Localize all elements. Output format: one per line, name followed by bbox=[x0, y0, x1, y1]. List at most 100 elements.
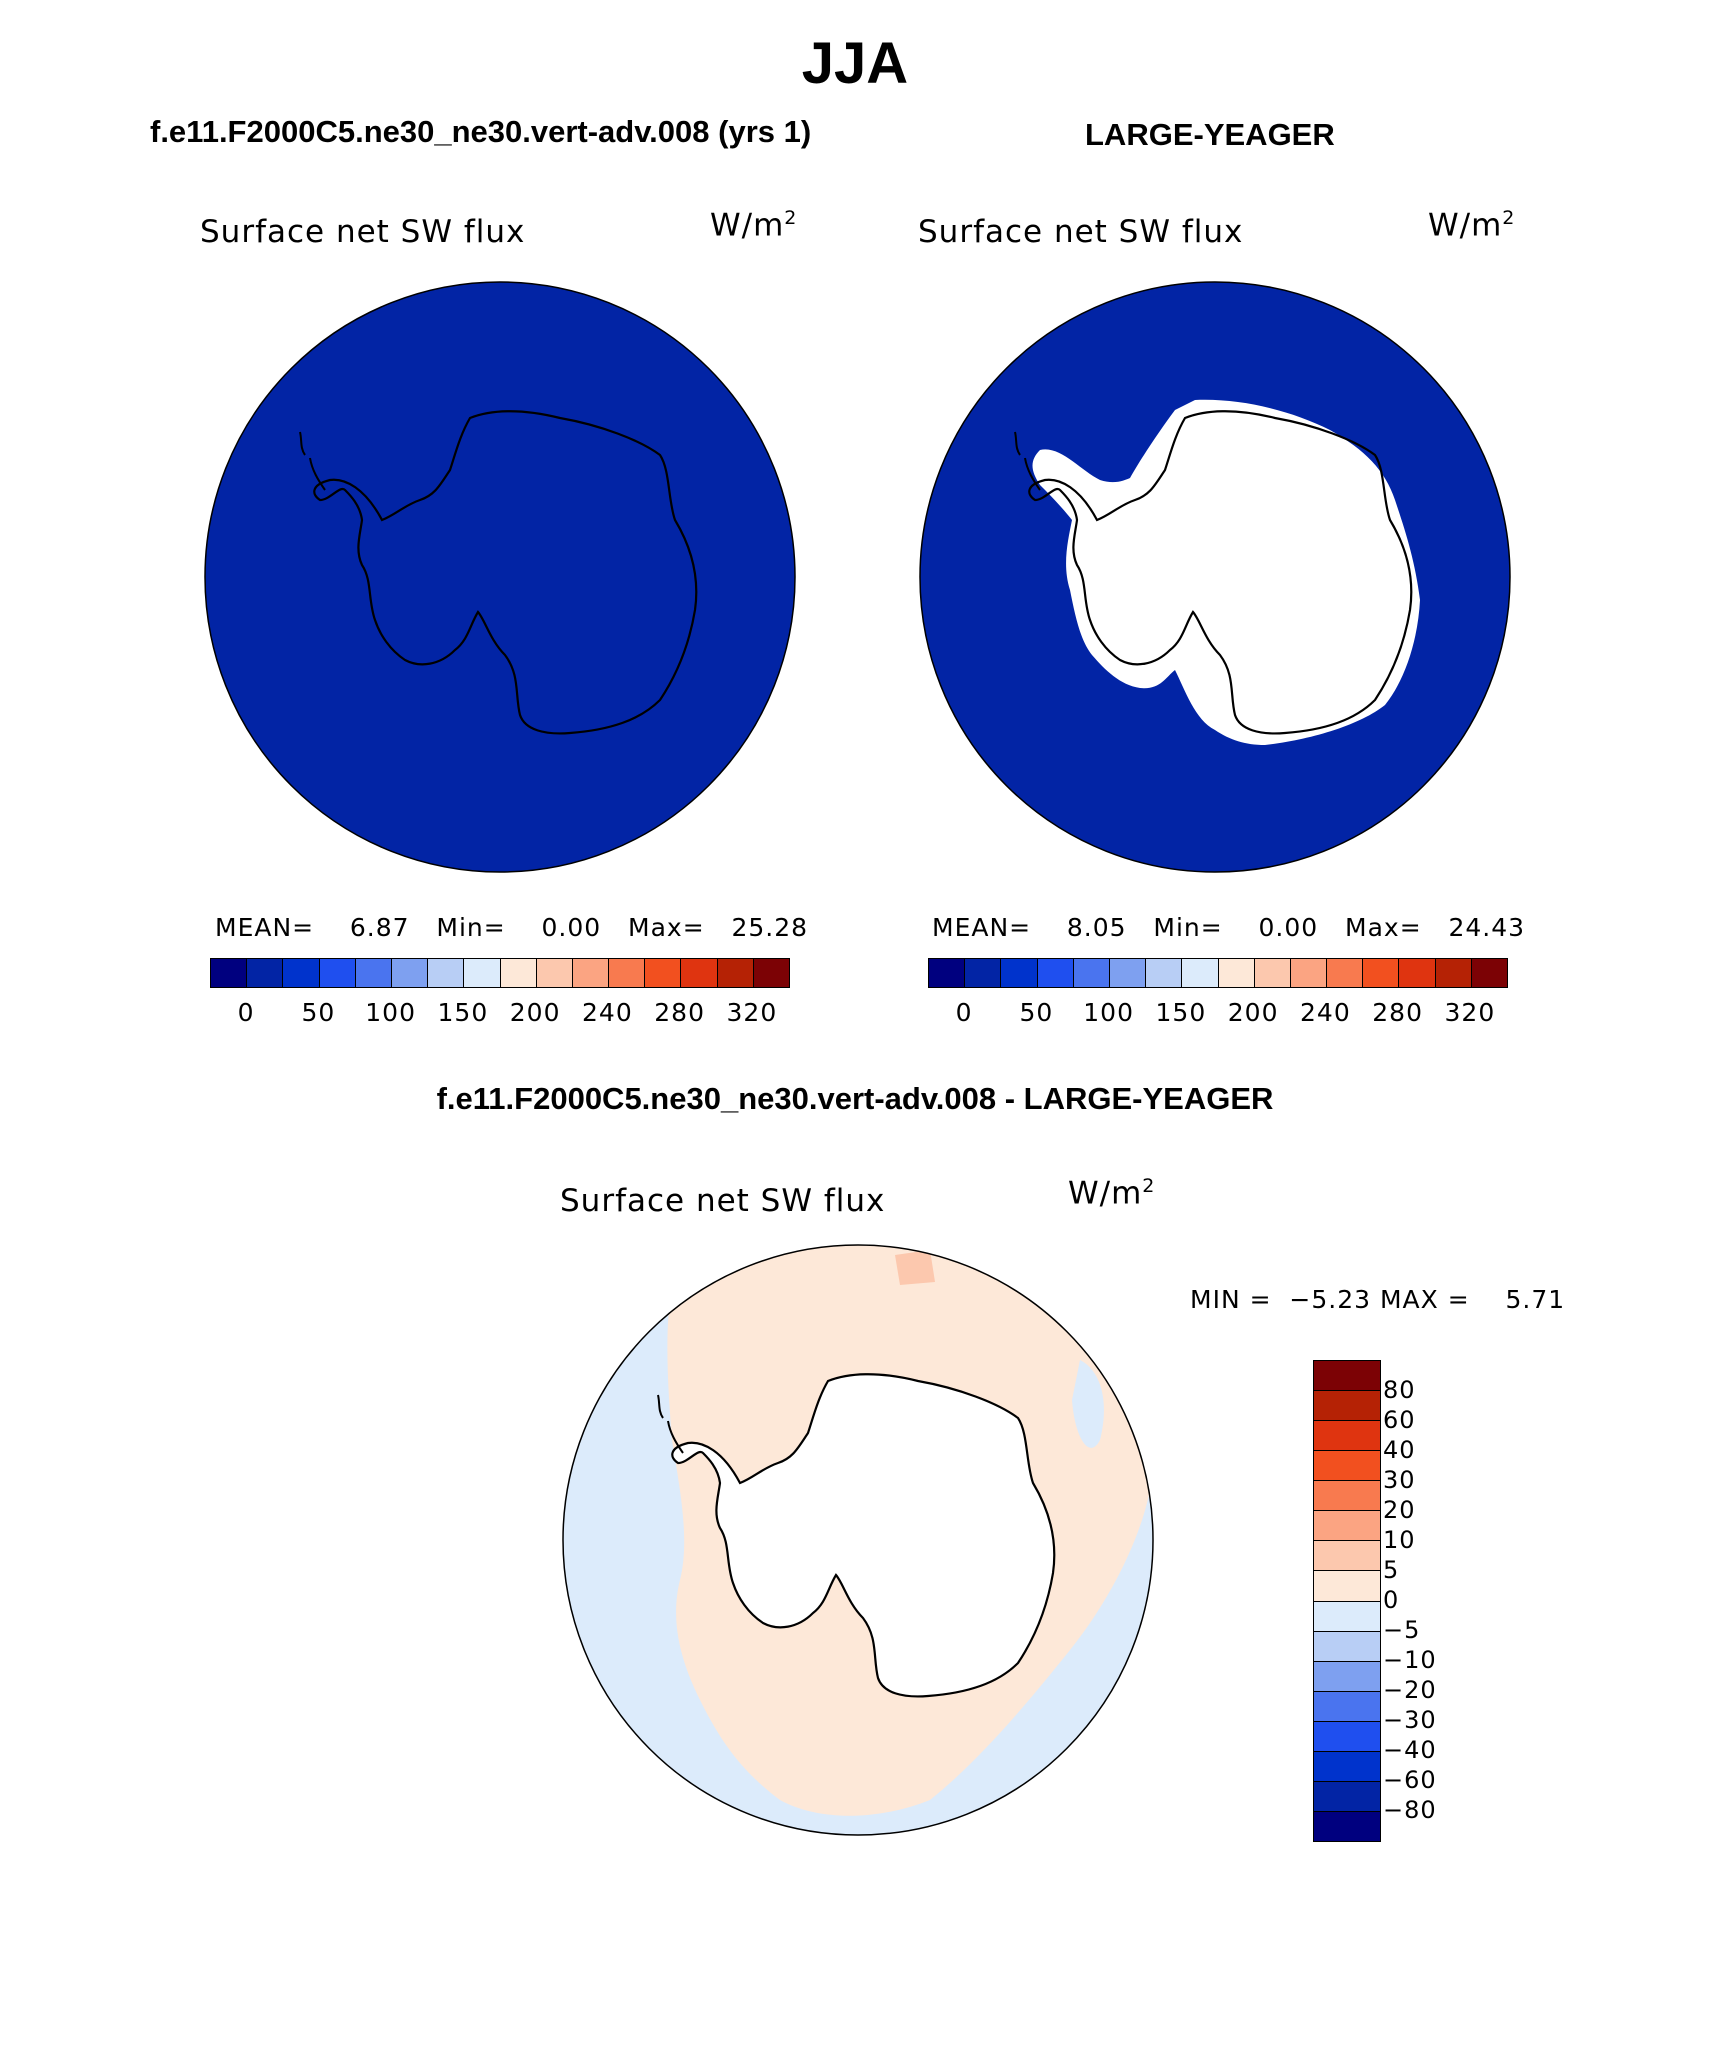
panel-1-colorbar-swatch bbox=[391, 959, 429, 987]
panel-2-units: W/m2 bbox=[1428, 207, 1515, 243]
panel-2-colorbar-swatch bbox=[1146, 959, 1183, 987]
panel-2-colorbar-ticks: 0 50 100 150 200 240 280 320 bbox=[928, 998, 1506, 1030]
diff-colorbar-tick-label: −20 bbox=[1383, 1676, 1437, 1704]
panel-1-units-base: W/m bbox=[710, 207, 785, 244]
diff-colorbar-swatch bbox=[1314, 1481, 1380, 1512]
diff-minmax: MIN = −5.23 MAX = 5.71 bbox=[1190, 1285, 1566, 1314]
diff-colorbar bbox=[1313, 1360, 1381, 1842]
panel-1-colorbar-swatch bbox=[753, 959, 789, 987]
diff-colorbar-swatch bbox=[1314, 1631, 1380, 1662]
panel-1-colorbar-swatch bbox=[464, 959, 501, 987]
panel-1-colorbar-ticks: 0 50 100 150 200 240 280 320 bbox=[210, 998, 788, 1030]
diff-peninsula bbox=[657, 1394, 684, 1454]
panel-1-units: W/m2 bbox=[710, 207, 797, 243]
panel-2-colorbar-tick-label: 200 bbox=[1227, 998, 1279, 1027]
panel-1-peninsula bbox=[299, 431, 326, 491]
panel-2-sea-ice-white bbox=[1032, 399, 1420, 745]
panel-1-stats: MEAN= 6.87 Min= 0.00 Max= 25.28 bbox=[215, 913, 809, 942]
diff-antarctica-white bbox=[671, 1373, 1056, 1698]
panel-2-colorbar-swatch bbox=[1327, 959, 1364, 987]
diff-colorbar-tick-label: 20 bbox=[1383, 1496, 1416, 1524]
panel-2-colorbar-swatch bbox=[1435, 959, 1472, 987]
diff-map-group bbox=[563, 1245, 1153, 1835]
panel-2-colorbar-tick-label: 280 bbox=[1372, 998, 1423, 1027]
diff-title: f.e11.F2000C5.ne30_ne30.vert-adv.008 - L… bbox=[436, 1081, 1274, 1116]
panel-2-colorbar-swatch bbox=[1037, 959, 1074, 987]
panel-2-units-base: W/m bbox=[1428, 207, 1503, 244]
diff-colorbar-swatch bbox=[1314, 1541, 1380, 1572]
diff-colorbar-tick-label: 40 bbox=[1383, 1436, 1416, 1464]
diff-colorbar-swatch bbox=[1314, 1751, 1380, 1782]
diff-units-exp: 2 bbox=[1142, 1175, 1156, 1197]
diff-colorbar-swatch bbox=[1314, 1361, 1380, 1392]
diff-colorbar-swatch bbox=[1314, 1721, 1380, 1752]
diff-colorbar-tick-label: −40 bbox=[1383, 1736, 1437, 1764]
season-title: JJA bbox=[801, 31, 909, 96]
panel-2-colorbar-swatch bbox=[929, 959, 966, 987]
diff-colorbar-tick-label: −30 bbox=[1383, 1706, 1437, 1734]
panel-2-colorbar-swatch bbox=[1073, 959, 1110, 987]
panel-1-case-title: f.e11.F2000C5.ne30_ne30.vert-adv.008 (yr… bbox=[150, 114, 812, 149]
panel-1-colorbar-swatch bbox=[609, 959, 646, 987]
diff-negative-patch-east bbox=[1072, 1360, 1104, 1448]
panel-1-ocean-field bbox=[205, 282, 795, 872]
diff-colorbar-swatch bbox=[1314, 1451, 1380, 1482]
panel-1-colorbar-swatch bbox=[645, 959, 682, 987]
panel-2-antarctica-coastline bbox=[1028, 410, 1413, 735]
panel-2-colorbar-swatch bbox=[1109, 959, 1147, 987]
diff-colorbar-tick-label: 30 bbox=[1383, 1466, 1416, 1494]
panel-1-colorbar-tick-label: 150 bbox=[437, 998, 489, 1027]
panel-2-peninsula bbox=[1014, 431, 1041, 491]
diff-colorbar-tick-label: 0 bbox=[1383, 1586, 1400, 1614]
diff-colorbar-swatch bbox=[1314, 1661, 1380, 1692]
panel-1-colorbar-swatch bbox=[536, 959, 573, 987]
panel-1-colorbar-tick-label: 0 bbox=[237, 998, 255, 1027]
panel-1-colorbar-swatch bbox=[681, 959, 718, 987]
diff-units: W/m2 bbox=[1068, 1175, 1155, 1211]
panel-2-colorbar-tick-label: 240 bbox=[1300, 998, 1351, 1027]
panel-2-colorbar-swatch bbox=[1218, 959, 1255, 987]
panel-1-colorbar-swatch bbox=[572, 959, 610, 987]
panel-1-colorbar-swatch bbox=[211, 959, 248, 987]
diff-units-base: W/m bbox=[1068, 1175, 1143, 1212]
panel-1-colorbar-swatch bbox=[283, 959, 320, 987]
panel-2-variable-label: Surface net SW flux bbox=[918, 214, 1244, 250]
panel-1-colorbar-swatch bbox=[500, 959, 537, 987]
panel-2-colorbar-tick-label: 0 bbox=[955, 998, 973, 1027]
panel-2-units-exp: 2 bbox=[1502, 207, 1516, 229]
panel-2-colorbar-tick-label: 320 bbox=[1444, 998, 1496, 1027]
diff-colorbar-swatch bbox=[1314, 1421, 1380, 1452]
panel-1-colorbar-swatch bbox=[319, 959, 356, 987]
panel-1-units-exp: 2 bbox=[784, 207, 798, 229]
panel-2-colorbar-tick-label: 50 bbox=[1019, 998, 1054, 1027]
panel-2-colorbar-swatch bbox=[965, 959, 1002, 987]
panel-1-colorbar-tick-label: 240 bbox=[582, 998, 633, 1027]
panel-2-colorbar-tick-label: 150 bbox=[1155, 998, 1207, 1027]
panel-2-colorbar-swatch bbox=[1290, 959, 1328, 987]
diff-colorbar-tick-label: −60 bbox=[1383, 1766, 1437, 1794]
diff-colorbar-swatch bbox=[1314, 1691, 1380, 1722]
panel-1-colorbar-swatch bbox=[428, 959, 465, 987]
diff-colorbar-swatch bbox=[1314, 1781, 1380, 1812]
panel-2-case-title: LARGE-YEAGER bbox=[1085, 117, 1335, 152]
panel-1-colorbar-swatch bbox=[247, 959, 284, 987]
panel-2-colorbar-swatch bbox=[1399, 959, 1436, 987]
panel-2-colorbar-tick-label: 100 bbox=[1083, 998, 1134, 1027]
panel-1-map-group bbox=[204, 281, 796, 873]
diff-colorbar-tick-label: −10 bbox=[1383, 1646, 1437, 1674]
diff-colorbar-ticks: 80 60 40 30 20 10 5 0 −5 −10 −20 −30 −40 −60 −80 bbox=[1383, 1360, 1503, 1840]
panel-2-colorbar bbox=[928, 958, 1508, 988]
panel-1-colorbar-swatch bbox=[717, 959, 754, 987]
panel-1-colorbar-tick-label: 200 bbox=[509, 998, 561, 1027]
panel-1-colorbar-tick-label: 50 bbox=[301, 998, 336, 1027]
panel-1-colorbar-tick-label: 280 bbox=[654, 998, 705, 1027]
panel-1-variable-label: Surface net SW flux bbox=[200, 214, 526, 250]
diff-colorbar-swatch bbox=[1314, 1601, 1380, 1632]
diff-colorbar-tick-label: 80 bbox=[1383, 1376, 1416, 1404]
diff-map-border bbox=[562, 1244, 1154, 1836]
panel-2-colorbar-swatch bbox=[1363, 959, 1400, 987]
panel-1-colorbar-tick-label: 320 bbox=[726, 998, 778, 1027]
diff-colorbar-tick-label: −80 bbox=[1383, 1796, 1437, 1824]
panel-2-colorbar-swatch bbox=[1471, 959, 1507, 987]
